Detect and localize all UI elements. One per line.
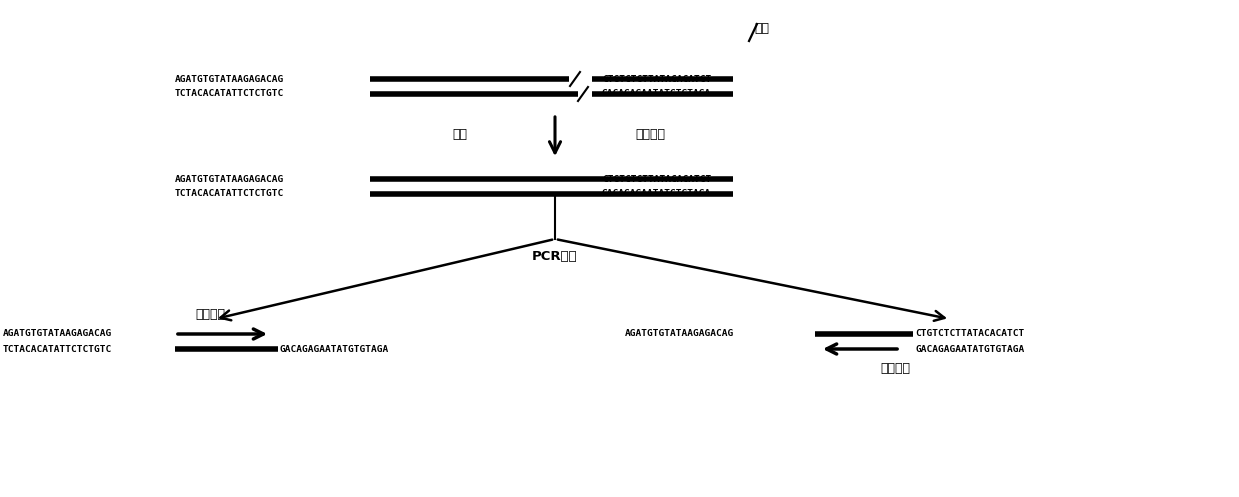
Text: TCTACACATATTCTCTGTC: TCTACACATATTCTCTGTC — [175, 89, 284, 98]
Text: CTGTCTCTTATACACATCT: CTGTCTCTTATACACATCT — [914, 330, 1025, 338]
Text: 延伸方向: 延伸方向 — [880, 362, 909, 376]
Text: GACAGAGAATATGTGTAGA: GACAGAGAATATGTGTAGA — [280, 344, 389, 353]
Text: 缺口补平: 缺口补平 — [636, 128, 665, 141]
Text: AGATGTGTATAAGAGACAG: AGATGTGTATAAGAGACAG — [175, 75, 284, 83]
Text: 延伸方向: 延伸方向 — [195, 308, 225, 321]
Text: TCTACACATATTCTCTGTC: TCTACACATATTCTCTGTC — [175, 189, 284, 198]
Text: CTGTCTCTTATACACATCT: CTGTCTCTTATACACATCT — [602, 75, 711, 83]
Text: 缺口: 缺口 — [755, 22, 769, 35]
Text: GACAGAGAATATGTGTAGA: GACAGAGAATATGTGTAGA — [602, 89, 711, 98]
Text: AGATGTGTATAAGAGACAG: AGATGTGTATAAGAGACAG — [175, 174, 284, 183]
Text: AGATGTGTATAAGAGACAG: AGATGTGTATAAGAGACAG — [2, 330, 113, 338]
Text: CTGTCTCTTATACACATCT: CTGTCTCTTATACACATCT — [602, 174, 711, 183]
Text: GACAGAGAATATGTGTAGA: GACAGAGAATATGTGTAGA — [602, 189, 711, 198]
Text: GACAGAGAATATGTGTAGA: GACAGAGAATATGTGTAGA — [914, 344, 1025, 353]
Text: TCTACACATATTCTCTGTC: TCTACACATATTCTCTGTC — [2, 344, 113, 353]
Text: PCR过程: PCR过程 — [533, 250, 577, 263]
Text: AGATGTGTATAAGAGACAG: AGATGTGTATAAGAGACAG — [624, 330, 735, 338]
Text: 缺口: 缺口 — [452, 128, 467, 141]
